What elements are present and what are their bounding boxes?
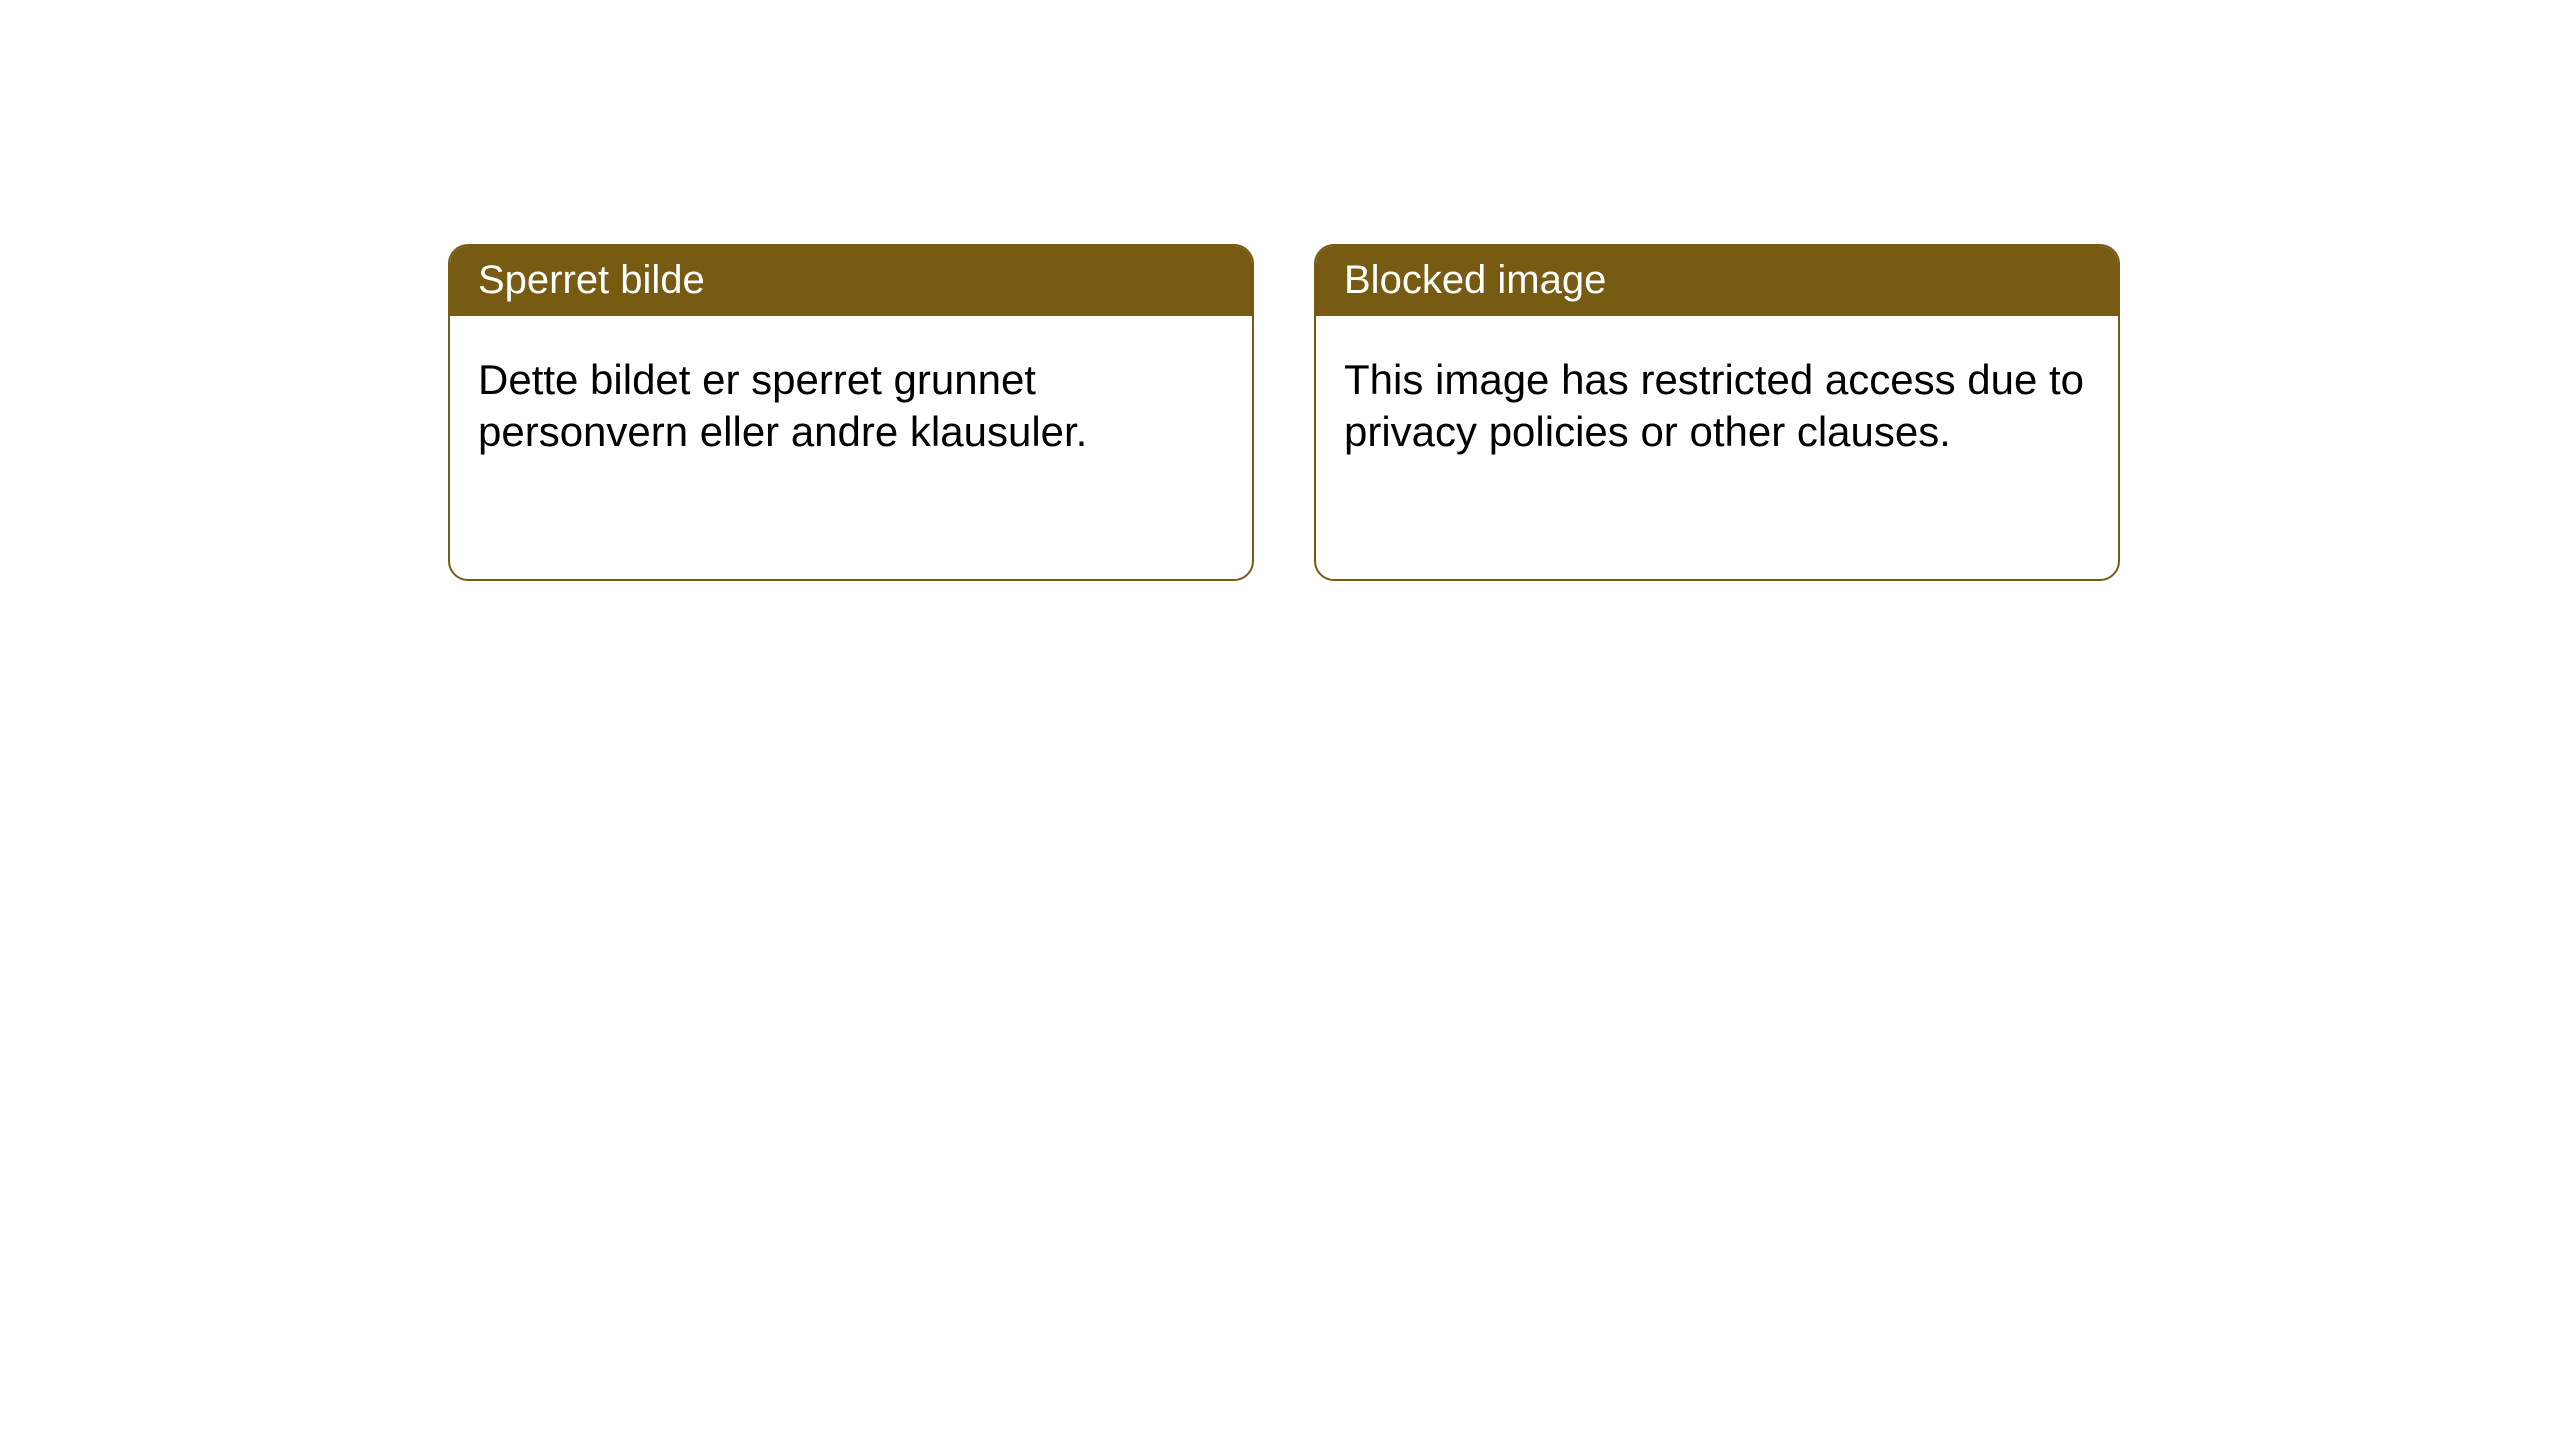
- card-header: Blocked image: [1316, 246, 2118, 316]
- card-body: This image has restricted access due to …: [1316, 316, 2118, 486]
- notice-card-english: Blocked image This image has restricted …: [1314, 244, 2120, 581]
- card-header: Sperret bilde: [450, 246, 1252, 316]
- notice-container: Sperret bilde Dette bildet er sperret gr…: [0, 0, 2560, 581]
- card-body: Dette bildet er sperret grunnet personve…: [450, 316, 1252, 486]
- card-title: Sperret bilde: [478, 258, 705, 302]
- card-body-text: Dette bildet er sperret grunnet personve…: [478, 356, 1087, 455]
- card-body-text: This image has restricted access due to …: [1344, 356, 2084, 455]
- card-title: Blocked image: [1344, 258, 1606, 302]
- notice-card-norwegian: Sperret bilde Dette bildet er sperret gr…: [448, 244, 1254, 581]
